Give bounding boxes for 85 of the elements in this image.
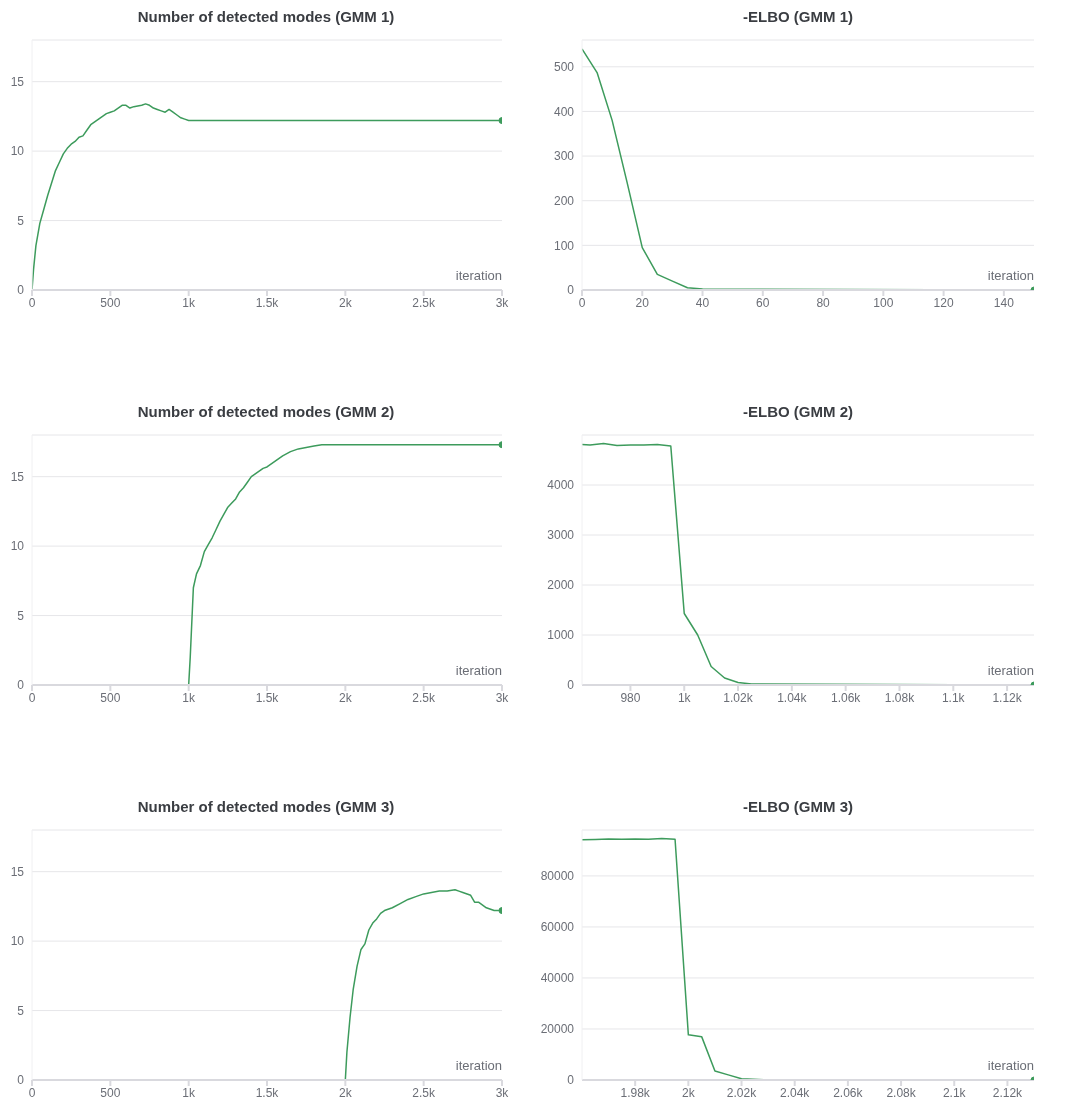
y-tick-label: 200: [553, 193, 575, 208]
y-tick-label: 10: [10, 934, 25, 949]
y-tick-label: 1000: [547, 628, 575, 643]
x-tick-label: 980: [620, 690, 641, 705]
y-tick-label: 0: [17, 1073, 25, 1088]
x-tick-label: 1.04k: [777, 690, 808, 705]
x-tick-label: 1.5k: [255, 295, 280, 310]
y-tick-label: 20000: [540, 1022, 575, 1037]
y-tick-label: 5: [17, 213, 25, 228]
x-tick-label: 2.5k: [412, 295, 436, 310]
y-tick-label: 0: [17, 283, 25, 298]
chart-title: -ELBO (GMM 2): [742, 403, 854, 420]
x-tick-label: 500: [100, 295, 121, 310]
x-tick-label: 80: [816, 295, 831, 310]
y-tick-label: 80000: [540, 869, 575, 884]
chart-title: Number of detected modes (GMM 2): [136, 403, 396, 420]
chart-title: Number of detected modes (GMM 3): [136, 798, 396, 815]
y-tick-label: 10: [10, 539, 25, 554]
y-tick-label: 40000: [540, 971, 575, 986]
y-tick-label: 5: [17, 608, 25, 623]
x-axis-title: iteration: [987, 268, 1034, 283]
x-tick-label: 2.5k: [412, 1085, 436, 1100]
y-tick-label: 60000: [540, 920, 575, 935]
x-tick-label: 60: [756, 295, 770, 310]
x-tick-label: 1.5k: [255, 1085, 280, 1100]
x-tick-label: 1.98k: [620, 1085, 651, 1100]
x-tick-label: 2k: [338, 1085, 353, 1100]
x-axis-title: iteration: [987, 1058, 1034, 1073]
x-axis-title: iteration: [987, 663, 1034, 678]
y-tick-label: 0: [567, 1073, 575, 1088]
chart-title: -ELBO (GMM 1): [742, 8, 854, 25]
x-tick-label: 1.02k: [723, 690, 754, 705]
y-tick-label: 0: [567, 283, 575, 298]
y-tick-label: 0: [567, 678, 575, 693]
y-tick-label: 500: [553, 60, 575, 75]
x-tick-label: 2k: [338, 295, 353, 310]
x-tick-label: 2k: [682, 1085, 696, 1100]
x-tick-label: 3k: [495, 690, 510, 705]
x-tick-label: 20: [635, 295, 650, 310]
x-tick-label: 1k: [182, 1085, 196, 1100]
y-tick-label: 2000: [547, 578, 575, 593]
x-tick-label: 1k: [182, 295, 196, 310]
x-tick-label: 40: [695, 295, 710, 310]
x-tick-label: 2k: [338, 690, 353, 705]
x-tick-label: 1.1k: [941, 690, 966, 705]
y-tick-label: 100: [553, 238, 575, 253]
y-tick-label: 3000: [547, 528, 575, 543]
x-tick-label: 3k: [495, 295, 510, 310]
x-tick-label: 2.02k: [726, 1085, 758, 1100]
x-axis-title: iteration: [455, 663, 502, 678]
x-tick-label: 100: [873, 295, 894, 310]
x-tick-label: 1.12k: [992, 690, 1023, 705]
x-tick-label: 2.5k: [412, 690, 436, 705]
y-tick-label: 300: [553, 149, 575, 164]
x-tick-label: 500: [100, 1085, 121, 1100]
x-tick-label: 3k: [495, 1085, 510, 1100]
x-tick-label: 120: [933, 295, 954, 310]
x-tick-label: 0: [28, 690, 36, 705]
x-axis-title: iteration: [455, 268, 502, 283]
x-axis-title: iteration: [455, 1058, 502, 1073]
y-tick-label: 400: [553, 104, 575, 119]
x-tick-label: 2.04k: [780, 1085, 811, 1100]
x-tick-label: 0: [28, 295, 36, 310]
x-tick-label: 1.08k: [884, 690, 916, 705]
x-tick-label: 1k: [677, 690, 692, 705]
x-tick-label: 2.1k: [942, 1085, 967, 1100]
x-tick-label: 0: [578, 295, 586, 310]
x-tick-label: 140: [993, 295, 1015, 310]
x-tick-label: 2.08k: [886, 1085, 917, 1100]
x-tick-label: 1k: [182, 690, 196, 705]
x-tick-label: 1.5k: [255, 690, 280, 705]
x-tick-label: 0: [28, 1085, 36, 1100]
y-tick-label: 5: [17, 1003, 25, 1018]
y-tick-label: 4000: [547, 478, 575, 493]
x-tick-label: 2.12k: [992, 1085, 1024, 1100]
y-tick-label: 15: [10, 864, 25, 879]
chart-title: Number of detected modes (GMM 1): [136, 8, 396, 25]
x-tick-label: 500: [100, 690, 121, 705]
y-tick-label: 0: [17, 678, 25, 693]
chart-title: -ELBO (GMM 3): [742, 798, 854, 815]
y-tick-label: 15: [10, 469, 25, 484]
x-tick-label: 1.06k: [830, 690, 862, 705]
y-tick-label: 10: [10, 144, 25, 159]
y-tick-label: 15: [10, 74, 25, 89]
x-tick-label: 2.06k: [833, 1085, 864, 1100]
